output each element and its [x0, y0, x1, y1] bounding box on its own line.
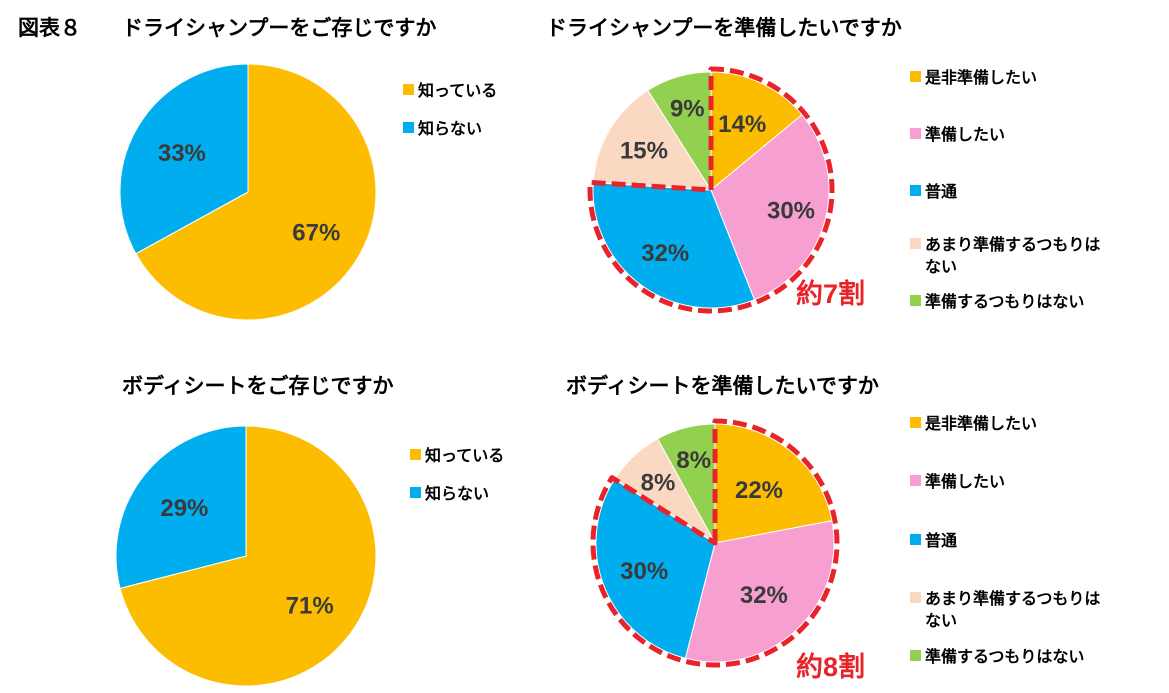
legend-item-準備したい: 準備したい	[910, 471, 1005, 493]
slice-value-label: 30%	[767, 198, 815, 225]
legend-swatch	[910, 650, 921, 661]
legend-label: 知っている	[425, 446, 505, 465]
legend-swatch	[910, 185, 921, 196]
legend-swatch	[403, 84, 414, 95]
pie-slice-知らない	[115, 425, 247, 589]
pie-slice-知らない	[119, 63, 249, 255]
slice-value-label: 32%	[641, 240, 689, 267]
callout-about-70-percent: 約7割	[796, 279, 866, 309]
figure-label: 図表８	[18, 16, 81, 40]
legend-swatch	[910, 295, 921, 306]
legend-label: 普通	[925, 531, 958, 550]
slice-value-label: 32%	[740, 582, 788, 609]
legend-swatch	[403, 122, 414, 133]
legend-swatch	[910, 417, 921, 428]
pie-chart-know-body-sheet: 71% 29%	[115, 425, 377, 687]
legend-item-普通: 普通	[910, 530, 957, 552]
legend-label: 是非準備したい	[925, 414, 1038, 433]
pie-slice-準備したい	[684, 520, 835, 663]
slice-value-label: 22%	[735, 477, 783, 504]
legend-prepare-body-sheet: 是非準備したい 準備したい普通あまり準備するつもりは ない準備するつもりはない	[910, 413, 1160, 683]
legend-item-知らない: 知らない	[410, 483, 489, 505]
slice-value-label: 30%	[620, 558, 668, 585]
legend-item-あまり準備するつもりはない: あまり準備するつもりは ない	[910, 234, 1100, 278]
legend-item-準備したい: 準備したい	[910, 124, 1005, 146]
pie-slice-準備するつもりはない	[647, 71, 712, 192]
chart-title-know-body-sheet: ボディシートをご存じですか	[122, 374, 394, 398]
legend-swatch	[910, 71, 921, 82]
slice-value-label: 29%	[160, 495, 208, 522]
slice-value-label: 14%	[718, 111, 766, 138]
chart-title-know-dry-shampoo: ドライシャンプーをご存じですか	[122, 16, 437, 40]
legend-item-準備するつもりはない: 準備するつもりはない	[910, 646, 1084, 668]
legend-label: 準備したい	[925, 472, 1006, 491]
slice-value-label: 8%	[676, 447, 711, 474]
legend-know-body-sheet: 知っている 知らない	[410, 445, 570, 505]
legend-label: あまり準備するつもりは ない	[925, 235, 1101, 276]
legend-prepare-dry-shampoo: 是非準備したい 準備したい普通あまり準備するつもりは ない準備するつもりはない	[910, 67, 1160, 317]
slice-value-label: 33%	[158, 140, 206, 167]
pie-slice-普通	[592, 182, 756, 309]
legend-item-是非準備したい: 是非準備したい	[910, 413, 1037, 435]
slice-value-label: 71%	[286, 592, 334, 619]
legend-label: 知っている	[418, 81, 498, 100]
pie-slice-知っている	[119, 425, 377, 687]
legend-label: 知らない	[418, 119, 483, 138]
legend-label: 準備したい	[925, 125, 1006, 144]
legend-swatch	[910, 128, 921, 139]
legend-swatch	[910, 238, 921, 249]
pie-chart-prepare-dry-shampoo: 14% 30% 32% 15%9%	[587, 66, 835, 314]
chart-title-prepare-body-sheet: ボディシートを準備したいですか	[566, 374, 879, 398]
legend-know-dry-shampoo: 知っている 知らない	[403, 80, 563, 140]
legend-label: 普通	[925, 182, 958, 201]
legend-item-あまり準備するつもりはない: あまり準備するつもりは ない	[910, 588, 1100, 632]
pie-slice-是非準備したい	[714, 423, 833, 544]
legend-swatch	[410, 449, 421, 460]
legend-label: 是非準備したい	[925, 68, 1038, 87]
slice-value-label: 15%	[620, 137, 668, 164]
legend-label: あまり準備するつもりは ない	[925, 589, 1101, 630]
pie-slice-普通	[595, 478, 716, 659]
pie-chart-know-dry-shampoo: 67% 33%	[119, 63, 377, 321]
slice-value-label: 9%	[670, 95, 705, 122]
legend-swatch	[410, 487, 421, 498]
legend-item-知っている: 知っている	[403, 80, 497, 102]
pie-slice-是非準備したい	[710, 71, 803, 192]
legend-swatch	[910, 534, 921, 545]
legend-item-知らない: 知らない	[403, 118, 482, 140]
legend-label: 知らない	[425, 484, 490, 503]
pie-slice-準備したい	[710, 114, 830, 301]
pie-slice-あまり準備するつもりはない	[592, 89, 712, 191]
legend-item-普通: 普通	[910, 181, 957, 203]
pie-slice-知っている	[135, 63, 377, 321]
legend-swatch	[910, 592, 921, 603]
highlight-dashed-outline	[587, 66, 835, 314]
legend-label: 準備するつもりはない	[925, 292, 1085, 311]
callout-about-80-percent: 約8割	[796, 652, 866, 682]
chart-title-prepare-dry-shampoo: ドライシャンプーを準備したいですか	[546, 16, 902, 40]
highlight-dashed-outline	[590, 418, 840, 668]
legend-item-知っている: 知っている	[410, 445, 504, 467]
pie-slice-準備するつもりはない	[656, 423, 716, 544]
slice-value-label: 8%	[641, 469, 676, 496]
slice-value-label: 67%	[292, 219, 340, 246]
legend-item-準備するつもりはない: 準備するつもりはない	[910, 291, 1084, 313]
pie-chart-prepare-body-sheet: 22% 32% 30% 8%8%	[590, 418, 840, 668]
legend-item-是非準備したい: 是非準備したい	[910, 67, 1037, 89]
legend-label: 準備するつもりはない	[925, 647, 1085, 666]
legend-swatch	[910, 475, 921, 486]
